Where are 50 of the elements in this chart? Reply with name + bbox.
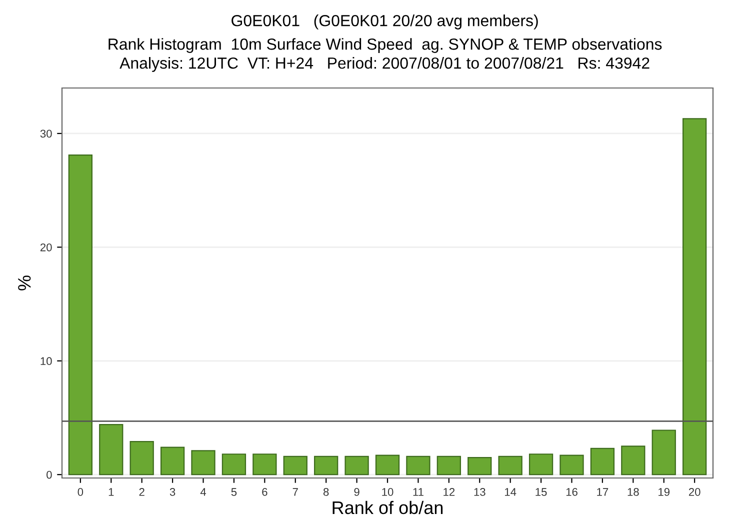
bar [590,448,615,476]
bar [528,454,554,476]
bar [436,456,461,476]
x-tick-label: 19 [658,488,670,496]
bar [344,456,369,476]
x-tick-label: 17 [597,488,608,496]
y-tick-label: 30 [40,130,52,138]
y-tick-label: 0 [46,470,52,479]
x-tick-label: 11 [413,488,424,496]
bar [68,154,92,476]
x-tick-label: 10 [382,488,394,496]
x-tick-label: 2 [139,488,144,496]
chart-title: G0E0K01 (G0E0K01 20/20 avg members) [232,14,538,30]
x-axis-title: Rank of ob/an [332,500,443,514]
x-tick-label: 14 [505,488,516,496]
bar [375,454,400,476]
bar [621,446,646,476]
chart-subtitle: Rank Histogram 10m Surface Wind Speed ag. SYNOP & TEMP observations Analysis: 12UTC VT: H+24 Period: 2007/08/01 to 2007/08/21 Rs: 43942 [108,38,662,72]
x-tick-label: 18 [628,488,639,496]
x-tick-label: 20 [688,488,700,496]
bar [314,456,338,476]
y-tick-label: 20 [40,243,52,252]
x-tick-label: 13 [474,488,486,496]
bar [406,456,430,476]
bar [99,424,124,476]
y-tick-label: 10 [40,357,52,366]
bar [468,456,492,476]
x-tick-label: 12 [444,488,455,496]
x-tick-label: 9 [354,488,360,496]
x-tick-label: 6 [262,488,268,496]
x-tick-label: 5 [231,488,237,496]
bar [222,454,246,476]
x-tick-label: 7 [292,488,298,496]
x-tick-label: 3 [170,488,176,496]
bar [160,446,185,476]
bar [560,454,584,476]
bar [682,118,707,476]
bar [252,454,277,476]
x-tick-label: 1 [108,488,114,496]
bar [191,450,216,476]
x-tick-label: 0 [78,488,84,496]
x-tick-label: 4 [200,488,206,496]
y-axis-title: % [18,276,31,290]
bar [130,441,154,476]
x-tick-label: 8 [323,488,329,496]
bar [283,456,308,476]
bar [498,456,522,476]
bar [652,430,676,476]
x-tick-label: 16 [566,488,578,496]
x-tick-label: 15 [536,488,547,496]
